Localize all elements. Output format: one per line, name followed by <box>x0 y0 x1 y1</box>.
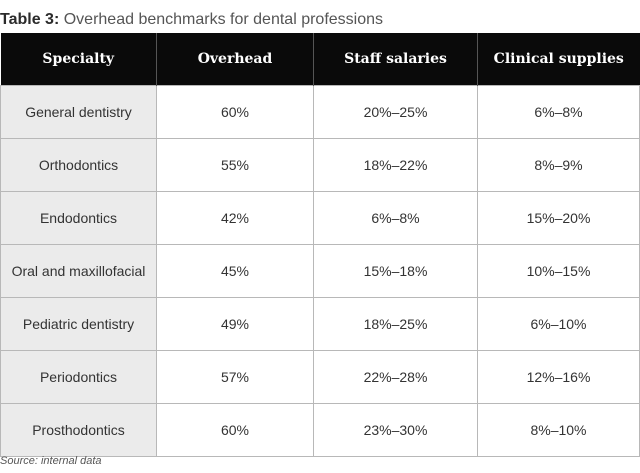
table-row: General dentistry 60% 20%–25% 6%–8% <box>0 85 640 139</box>
cell-specialty: General dentistry <box>0 85 157 139</box>
header-specialty: Specialty <box>0 33 157 86</box>
cell-clinical-supplies: 15%–20% <box>477 191 640 245</box>
table-title-text: Overhead benchmarks for dental professio… <box>63 11 384 28</box>
header-row: Specialty Overhead Staff salaries Clinic… <box>0 33 640 86</box>
cell-specialty: Endodontics <box>0 191 157 245</box>
table-row: Oral and maxillofacial 45% 15%–18% 10%–1… <box>0 244 640 298</box>
table-row: Orthodontics 55% 18%–22% 8%–9% <box>0 138 640 192</box>
table-title-prefix: Table 3: <box>0 11 60 28</box>
header-staff-salaries: Staff salaries <box>313 33 478 86</box>
cell-clinical-supplies: 8%–10% <box>477 403 640 457</box>
cell-specialty: Prosthodontics <box>0 403 157 457</box>
cell-overhead: 60% <box>156 85 314 139</box>
cell-staff-salaries: 20%–25% <box>313 85 478 139</box>
cell-overhead: 49% <box>156 297 314 351</box>
cell-overhead: 55% <box>156 138 314 192</box>
cell-clinical-supplies: 6%–8% <box>477 85 640 139</box>
header-clinical-supplies: Clinical supplies <box>477 33 640 86</box>
table-header: Specialty Overhead Staff salaries Clinic… <box>0 33 640 86</box>
cell-overhead: 45% <box>156 244 314 298</box>
table-row: Periodontics 57% 22%–28% 12%–16% <box>0 350 640 404</box>
cell-overhead: 60% <box>156 403 314 457</box>
cell-staff-salaries: 18%–25% <box>313 297 478 351</box>
cell-specialty: Periodontics <box>0 350 157 404</box>
benchmarks-table: Specialty Overhead Staff salaries Clinic… <box>0 33 640 457</box>
table-row: Endodontics 42% 6%–8% 15%–20% <box>0 191 640 245</box>
cell-clinical-supplies: 12%–16% <box>477 350 640 404</box>
cell-specialty: Orthodontics <box>0 138 157 192</box>
cell-specialty: Oral and maxillofacial <box>0 244 157 298</box>
table-row: Prosthodontics 60% 23%–30% 8%–10% <box>0 403 640 457</box>
cell-staff-salaries: 18%–22% <box>313 138 478 192</box>
header-overhead: Overhead <box>156 33 314 86</box>
cell-clinical-supplies: 8%–9% <box>477 138 640 192</box>
cell-overhead: 57% <box>156 350 314 404</box>
cell-overhead: 42% <box>156 191 314 245</box>
table-body: General dentistry 60% 20%–25% 6%–8% Orth… <box>0 85 640 457</box>
table-row: Pediatric dentistry 49% 18%–25% 6%–10% <box>0 297 640 351</box>
table-title: Table 3: Overhead benchmarks for dental … <box>0 9 383 31</box>
cell-specialty: Pediatric dentistry <box>0 297 157 351</box>
cell-staff-salaries: 6%–8% <box>313 191 478 245</box>
cell-clinical-supplies: 10%–15% <box>477 244 640 298</box>
cell-staff-salaries: 15%–18% <box>313 244 478 298</box>
cell-clinical-supplies: 6%–10% <box>477 297 640 351</box>
source-note: Source: internal data <box>0 455 102 467</box>
cell-staff-salaries: 22%–28% <box>313 350 478 404</box>
cell-staff-salaries: 23%–30% <box>313 403 478 457</box>
